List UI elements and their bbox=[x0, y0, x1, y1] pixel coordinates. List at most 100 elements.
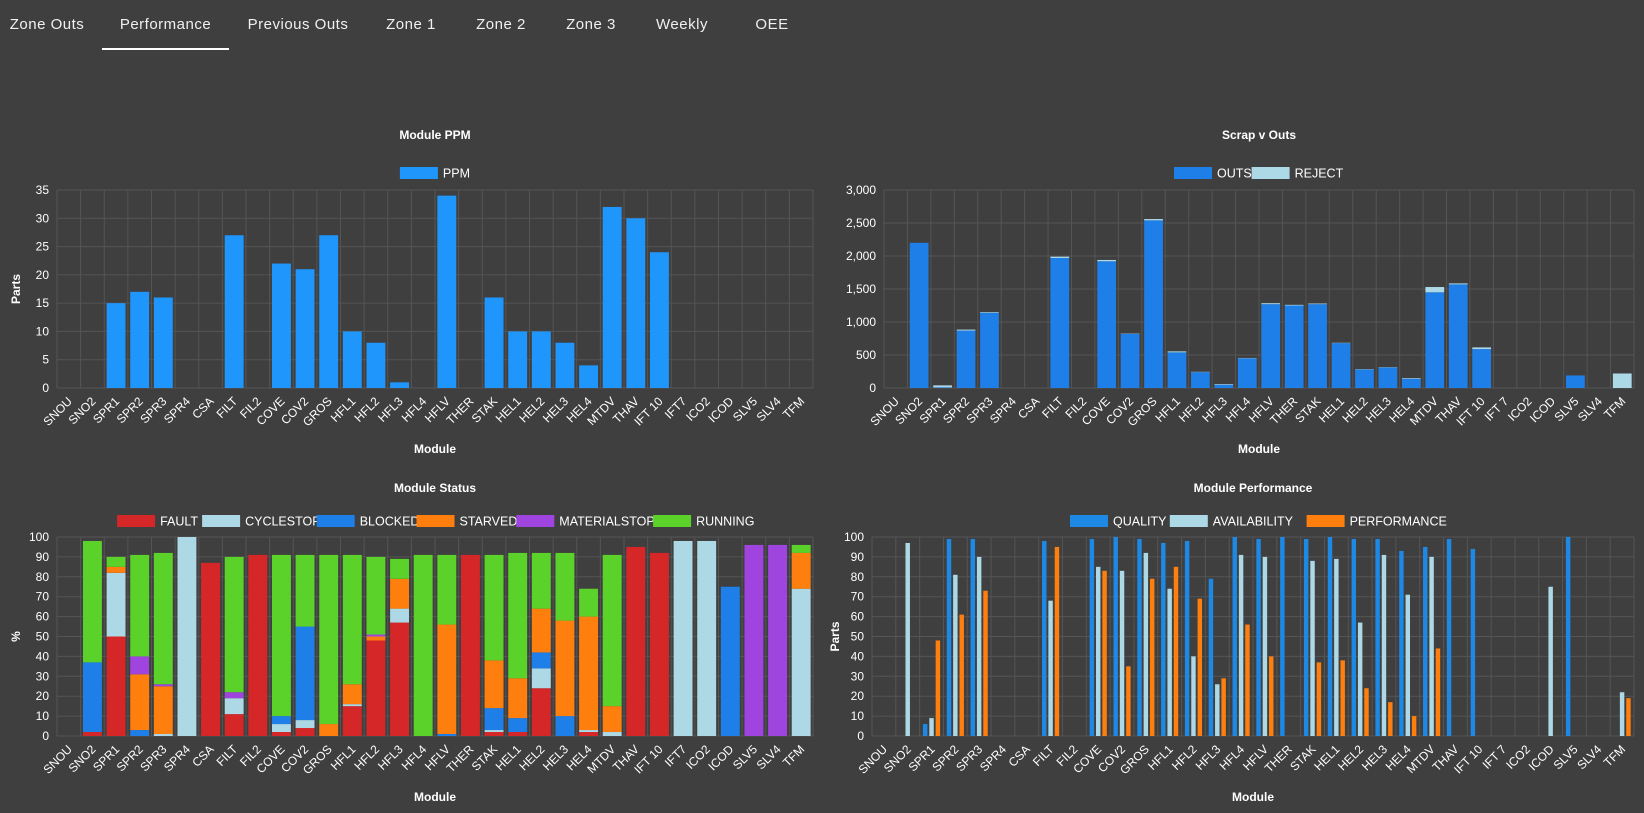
bar-hflv-outs bbox=[1261, 304, 1281, 388]
bar-spr3-performance bbox=[983, 590, 988, 736]
y-tick-label: 50 bbox=[36, 630, 50, 644]
bar-spr1-starved bbox=[106, 566, 126, 573]
bar-hel1-quality bbox=[1327, 537, 1333, 736]
bar-spr3-quality bbox=[970, 538, 976, 736]
legend-swatch-availability bbox=[1169, 515, 1208, 527]
tab-weekly[interactable]: Weekly bbox=[656, 16, 708, 33]
bar-cov2-ppm bbox=[295, 269, 315, 388]
bar-hel2-quality bbox=[1351, 538, 1357, 736]
bar-hfl2-performance bbox=[1197, 598, 1203, 736]
legend-label-performance: PERFORMANCE bbox=[1350, 515, 1447, 529]
bar-hel2-starved bbox=[531, 608, 551, 653]
tab-zone-outs[interactable]: Zone Outs bbox=[9, 16, 85, 33]
x-tick-label: HEL1 bbox=[1311, 742, 1342, 773]
legend-label-running: RUNNING bbox=[696, 515, 754, 529]
bar-tfm-reject bbox=[1612, 373, 1632, 388]
bar-icod-availability bbox=[1548, 586, 1553, 736]
chart-title: Scrap v Outs bbox=[1222, 128, 1296, 142]
x-tick-label: HEL3 bbox=[1359, 742, 1390, 773]
legend-swatch-materialstop bbox=[516, 515, 555, 527]
bar-hel1-availability bbox=[1334, 558, 1339, 736]
bar-filt-reject bbox=[1050, 256, 1070, 258]
x-tick-label: HFL4 bbox=[1217, 742, 1248, 773]
bar-thav-reject bbox=[1448, 283, 1468, 285]
x-tick-label: HFL2 bbox=[351, 742, 382, 773]
x-tick-label: CSA bbox=[1006, 742, 1033, 769]
bar-hel1-blocked bbox=[508, 718, 528, 733]
x-tick-label: TFM bbox=[780, 742, 807, 769]
bar-csa-fault bbox=[201, 562, 221, 736]
chart-title: Module Status bbox=[394, 481, 476, 495]
bar-spr4-cyclestop bbox=[177, 537, 197, 736]
bar-gros-performance bbox=[1149, 578, 1155, 736]
y-tick-label: 20 bbox=[36, 689, 50, 703]
y-tick-label: 0 bbox=[857, 729, 864, 743]
bar-ift-10-quality bbox=[1470, 548, 1476, 736]
bar-filt-performance bbox=[1054, 546, 1060, 736]
y-axis-title: % bbox=[9, 631, 23, 642]
bar-tfm-running bbox=[791, 544, 811, 553]
legend-swatch-running bbox=[653, 515, 692, 527]
bar-thav-ppm bbox=[626, 218, 646, 388]
bar-hfl3-reject bbox=[1214, 384, 1234, 385]
bar-spr2-materialstop bbox=[130, 656, 150, 675]
x-tick-label: HFL3 bbox=[1199, 394, 1230, 425]
bar-hel3-running bbox=[555, 552, 575, 621]
bar-filt-running bbox=[224, 556, 244, 693]
bar-spr1-quality bbox=[922, 724, 928, 736]
y-tick-label: 10 bbox=[36, 324, 50, 338]
tab-oee[interactable]: OEE bbox=[755, 16, 789, 33]
bar-stak-ppm bbox=[484, 297, 504, 388]
x-tick-label: SPR4 bbox=[161, 742, 193, 774]
bar-spr1-outs bbox=[933, 387, 952, 388]
bar-cov2-running bbox=[295, 554, 315, 627]
x-tick-label: HFL2 bbox=[351, 394, 382, 425]
bar-tfm-cyclestop bbox=[791, 588, 811, 736]
module-performance-chart: Module Performance QUALITY AVAILABILITY PER… bbox=[828, 481, 1635, 804]
bar-sno2-running bbox=[82, 540, 102, 663]
bar-hfl2-availability bbox=[1191, 656, 1196, 736]
x-tick-label: FILT bbox=[1030, 742, 1057, 769]
bar-mtdv-outs bbox=[1425, 292, 1445, 388]
x-tick-label: ICOD bbox=[705, 742, 736, 773]
bar-sno2-fault bbox=[82, 732, 102, 736]
bar-hfl1-quality bbox=[1161, 542, 1166, 736]
y-tick-label: 30 bbox=[851, 669, 865, 683]
y-tick-label: 10 bbox=[36, 709, 50, 723]
bar-cov2-cyclestop bbox=[295, 720, 315, 729]
y-tick-label: 100 bbox=[29, 530, 49, 544]
bar-cov2-availability bbox=[1119, 570, 1125, 736]
bar-ther-outs bbox=[1284, 305, 1304, 388]
bar-mtdv-starved bbox=[602, 706, 622, 733]
y-tick-label: 1,000 bbox=[846, 315, 876, 329]
bar-hfl1-running bbox=[342, 554, 362, 685]
y-axis-title: Parts bbox=[9, 274, 23, 304]
legend-swatch-quality bbox=[1070, 515, 1108, 527]
bar-spr1-availability bbox=[929, 718, 934, 736]
x-tick-label: THER bbox=[444, 394, 477, 427]
bar-cov2-fault bbox=[295, 728, 315, 736]
tab-performance[interactable]: Performance bbox=[102, 0, 229, 50]
x-tick-label: HEL2 bbox=[516, 394, 547, 425]
bar-fil2-fault bbox=[248, 554, 268, 736]
bar-spr2-ppm bbox=[130, 291, 150, 388]
y-tick-label: 90 bbox=[36, 550, 50, 564]
bar-tfm-starved bbox=[791, 552, 811, 589]
bar-filt-fault bbox=[224, 714, 244, 736]
bar-mtdv-performance bbox=[1435, 648, 1441, 736]
bar-slv5-materialstop bbox=[744, 544, 764, 736]
tab-zone-2[interactable]: Zone 2 bbox=[476, 16, 526, 33]
tab-zone-1[interactable]: Zone 1 bbox=[386, 16, 436, 33]
bar-cove-outs bbox=[1097, 261, 1117, 388]
tab-previous-outs[interactable]: Previous Outs bbox=[247, 16, 349, 33]
bar-spr2-outs bbox=[956, 330, 976, 388]
tab-zone-3[interactable]: Zone 3 bbox=[566, 16, 616, 33]
bar-hel4-availability bbox=[1405, 594, 1411, 736]
legend-swatch-blocked bbox=[316, 515, 355, 527]
x-axis-title: Module bbox=[1238, 442, 1280, 456]
x-tick-label: FILT bbox=[1039, 394, 1066, 421]
x-tick-label: TFM bbox=[780, 394, 807, 421]
module-ppm-chart: Module PPMPPM05101520253035SNOUSNO2SPR1S… bbox=[9, 128, 814, 456]
bar-hfl2-starved bbox=[366, 636, 386, 641]
y-tick-label: 10 bbox=[851, 709, 865, 723]
